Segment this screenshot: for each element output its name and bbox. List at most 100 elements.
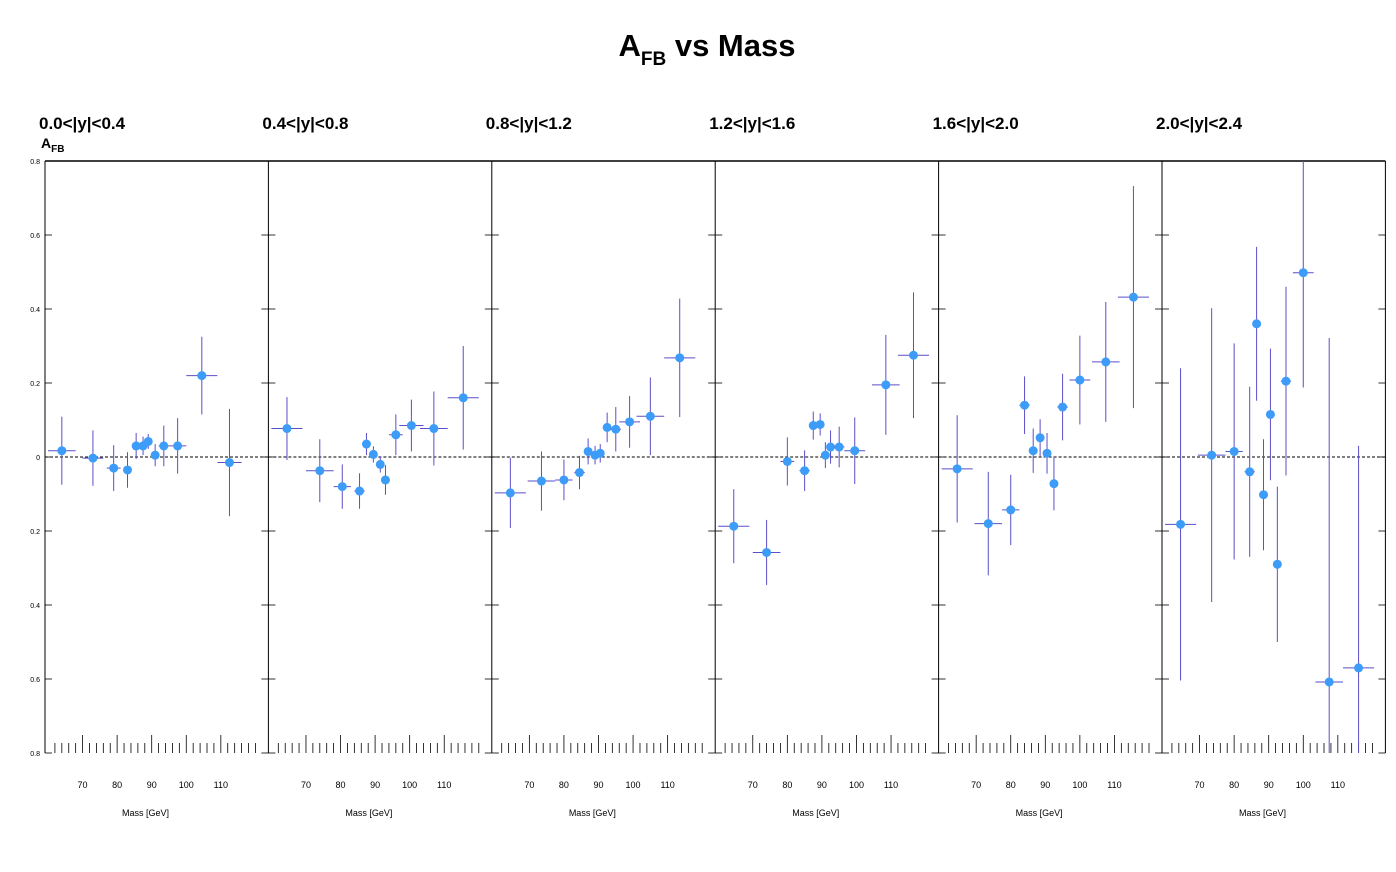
data-point (337, 482, 347, 492)
x-axis-title: Mass [GeV] (345, 808, 392, 818)
panel-2: 0.4<|y|<0.8 70 80 90 100 110 Mass [GeV] (262, 114, 492, 818)
data-point (536, 476, 546, 486)
data-point (1128, 292, 1138, 302)
x-tick-label: 80 (1006, 780, 1016, 790)
panel-label: 2.0<|y|<2.4 (1156, 114, 1243, 133)
data-point (361, 439, 371, 449)
x-tick-label: 100 (1296, 780, 1311, 790)
data-point (143, 436, 153, 446)
data-point (611, 424, 621, 434)
data-point (406, 421, 416, 431)
data-point (123, 465, 133, 475)
panel-label: 0.0<|y|<0.4 (39, 114, 126, 133)
data-point (109, 463, 119, 473)
data-point (1176, 519, 1186, 529)
data-point (675, 353, 685, 363)
y-tick-label: 0.4 (30, 603, 40, 610)
data-point (1281, 376, 1291, 386)
data-point (150, 450, 160, 460)
data-point (429, 424, 439, 434)
x-tick-label: 100 (1072, 780, 1087, 790)
title-main: A (618, 28, 641, 63)
data-point (625, 417, 635, 427)
data-point (574, 468, 584, 478)
x-axis-title: Mass [GeV] (569, 808, 616, 818)
svg-text:AFB: AFB (41, 135, 64, 155)
y-tick-labels: 0.8 0.6 0.4 0.2 0 0.2 0.4 0.6 0.8 (30, 159, 40, 758)
x-tick-label: 70 (524, 780, 534, 790)
x-tick-label: 110 (437, 780, 451, 790)
x-tick-label: 100 (402, 780, 417, 790)
data-point (729, 521, 739, 531)
data-point (983, 519, 993, 529)
x-tick-label: 90 (147, 780, 157, 790)
y-tick-label: 0.8 (30, 751, 40, 758)
data-point (1259, 490, 1269, 500)
panel-label: 0.4<|y|<0.8 (262, 114, 348, 133)
panels: 0.0<|y|<0.4 70 80 90 100 110 Mass [GeV] 0.4<|y|… (39, 114, 1386, 818)
y-tick-label: 0.8 (30, 159, 40, 166)
x-tick-label: 110 (214, 780, 228, 790)
data-point (1298, 268, 1308, 278)
title-rest: vs Mass (666, 28, 796, 63)
x-tick-label: 110 (660, 780, 674, 790)
data-point (131, 441, 141, 451)
data-point (881, 380, 891, 390)
x-tick-label: 70 (748, 780, 758, 790)
data-point (57, 446, 67, 456)
data-point (355, 486, 365, 496)
data-point (952, 464, 962, 474)
x-tick-label: 80 (112, 780, 122, 790)
x-tick-label: 90 (370, 780, 380, 790)
x-axis-title: Mass [GeV] (792, 808, 839, 818)
y-tick-label: 0.6 (30, 233, 40, 240)
data-point (559, 475, 569, 485)
x-tick-label: 100 (849, 780, 864, 790)
y-tick-label: 0.6 (30, 677, 40, 684)
y-tick-label: 0 (36, 455, 40, 462)
panel-label: 0.8<|y|<1.2 (486, 114, 572, 133)
data-point (834, 442, 844, 452)
data-point (1252, 319, 1262, 329)
data-point (1028, 446, 1038, 456)
data-point (375, 459, 385, 469)
data-point (1042, 448, 1052, 458)
data-point (1049, 479, 1059, 489)
x-tick-label: 100 (179, 780, 194, 790)
data-point (458, 393, 468, 403)
data-point (197, 371, 207, 381)
data-point (602, 422, 612, 432)
data-point (645, 411, 655, 421)
x-tick-label: 80 (559, 780, 569, 790)
data-point (1229, 446, 1239, 456)
x-tick-label: 90 (593, 780, 603, 790)
data-point (1324, 677, 1334, 687)
data-point (815, 419, 825, 429)
data-point (173, 441, 183, 451)
chart-title: AFB vs Mass (0, 28, 1396, 71)
data-point (595, 448, 605, 458)
title-subscript: FB (640, 49, 667, 70)
data-point (820, 450, 830, 460)
data-point (1058, 402, 1068, 412)
data-point (368, 449, 378, 459)
data-point (850, 446, 860, 456)
panel-5: 1.6<|y|<2.0 70 80 90 100 110 Mass [GeV] (933, 114, 1162, 818)
data-point (1272, 559, 1282, 569)
x-axis-title: Mass [GeV] (1239, 808, 1286, 818)
data-point (826, 442, 836, 452)
x-tick-label: 70 (78, 780, 88, 790)
x-tick-label: 70 (1195, 780, 1205, 790)
x-tick-label: 70 (301, 780, 311, 790)
x-tick-label: 90 (1264, 780, 1274, 790)
data-point (315, 466, 325, 476)
panel-label: 1.6<|y|<2.0 (933, 114, 1019, 133)
x-tick-label: 100 (626, 780, 641, 790)
panel-1: 0.0<|y|<0.4 70 80 90 100 110 Mass [GeV] (39, 114, 269, 818)
y-tick-label: 0.2 (30, 381, 40, 388)
panel-4: 1.2<|y|<1.6 70 80 90 100 110 Mass [GeV] (709, 114, 939, 818)
data-point (909, 350, 919, 360)
data-point (808, 421, 818, 431)
data-point (1006, 505, 1016, 515)
